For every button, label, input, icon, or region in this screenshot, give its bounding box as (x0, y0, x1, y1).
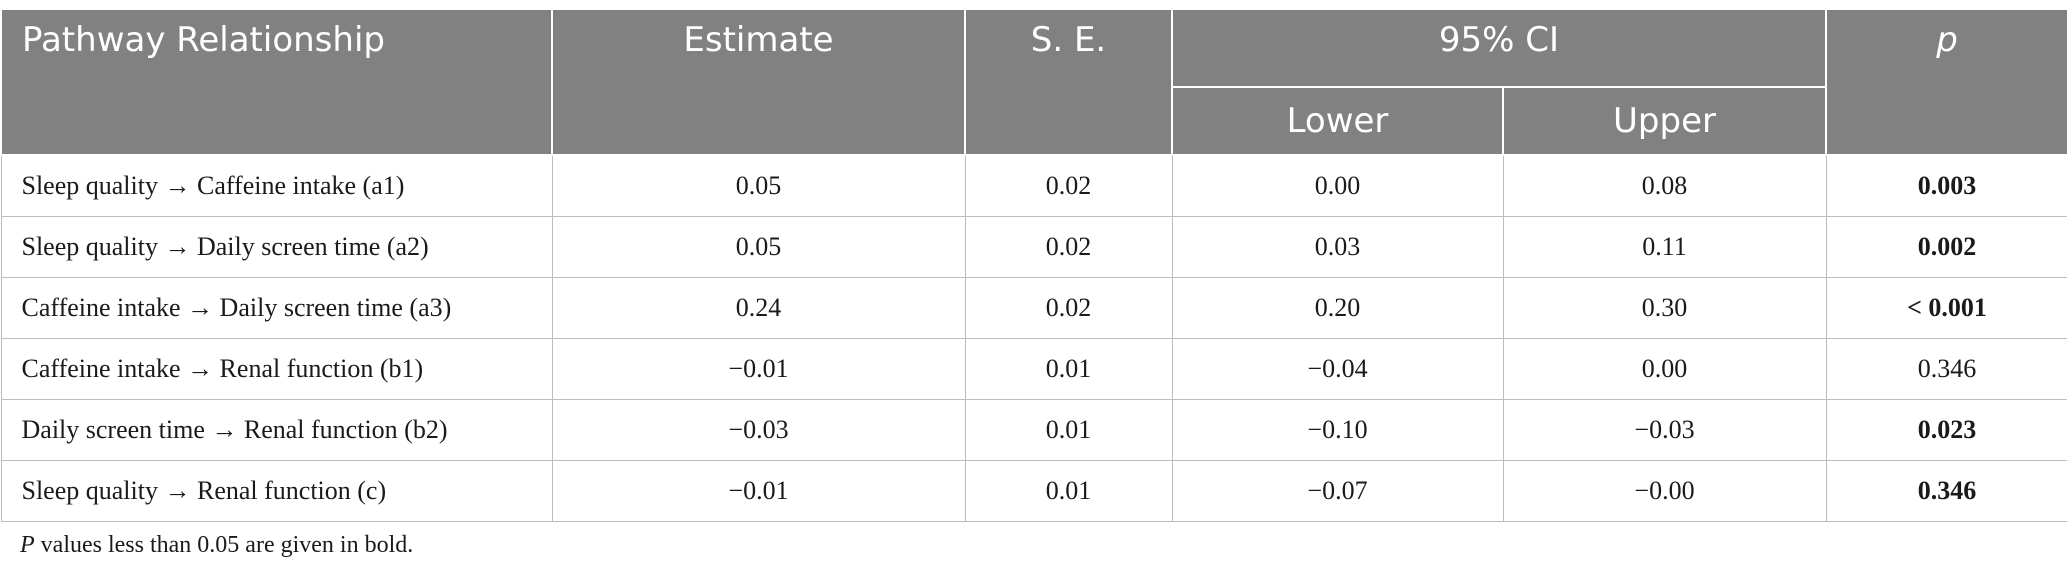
header-row-1: Pathway Relationship Estimate S. E. 95% … (0, 8, 2067, 156)
cell-relationship: Caffeine intake → Renal function (b1) (0, 338, 553, 400)
table-row: Daily screen time → Renal function (b2) −… (0, 399, 2067, 461)
cell-relationship: Sleep quality → Daily screen time (a2) (0, 216, 553, 278)
header-lower: Lower (1171, 86, 1504, 156)
table-row: Sleep quality → Renal function (c) −0.01 0… (0, 460, 2067, 522)
cell-relationship: Caffeine intake → Daily screen time (a3) (0, 277, 553, 339)
cell-se: 0.01 (964, 399, 1173, 461)
cell-estimate: 0.24 (551, 277, 966, 339)
table-header: Pathway Relationship Estimate S. E. 95% … (0, 8, 2067, 156)
cell-estimate: −0.01 (551, 460, 966, 522)
cell-p: 0.346 (1825, 338, 2067, 400)
cell-lower: −0.07 (1171, 460, 1504, 522)
cell-upper: 0.11 (1502, 216, 1827, 278)
cell-estimate: −0.01 (551, 338, 966, 400)
cell-upper: 0.00 (1502, 338, 1827, 400)
cell-estimate: 0.05 (551, 216, 966, 278)
header-upper: Upper (1502, 86, 1827, 156)
header-ci: 95% CI (1171, 8, 1827, 88)
table-row: Sleep quality → Daily screen time (a2) 0.… (0, 216, 2067, 278)
table-row: Caffeine intake → Daily screen time (a3)… (0, 277, 2067, 339)
cell-se: 0.02 (964, 277, 1173, 339)
cell-p: < 0.001 (1825, 277, 2067, 339)
cell-lower: 0.20 (1171, 277, 1504, 339)
table-body: Sleep quality → Caffeine intake (a1) 0.05… (0, 155, 2067, 522)
table-row: Caffeine intake → Renal function (b1) −0.… (0, 338, 2067, 400)
cell-se: 0.01 (964, 338, 1173, 400)
cell-relationship: Sleep quality → Renal function (c) (0, 460, 553, 522)
cell-lower: −0.04 (1171, 338, 1504, 400)
cell-lower: 0.03 (1171, 216, 1504, 278)
cell-relationship: Sleep quality → Caffeine intake (a1) (0, 155, 553, 217)
cell-se: 0.02 (964, 155, 1173, 217)
cell-estimate: 0.05 (551, 155, 966, 217)
header-relationship: Pathway Relationship (0, 8, 553, 156)
cell-p: 0.346 (1825, 460, 2067, 522)
header-se: S. E. (964, 8, 1173, 156)
cell-lower: 0.00 (1171, 155, 1504, 217)
cell-se: 0.02 (964, 216, 1173, 278)
cell-p: 0.003 (1825, 155, 2067, 217)
header-estimate: Estimate (551, 8, 966, 156)
cell-p: 0.023 (1825, 399, 2067, 461)
cell-relationship: Daily screen time → Renal function (b2) (0, 399, 553, 461)
cell-estimate: −0.03 (551, 399, 966, 461)
results-table: Pathway Relationship Estimate S. E. 95% … (0, 8, 2067, 522)
cell-se: 0.01 (964, 460, 1173, 522)
cell-upper: 0.08 (1502, 155, 1827, 217)
cell-p: 0.002 (1825, 216, 2067, 278)
footnote: P values less than 0.05 are given in bol… (20, 532, 413, 559)
cell-upper: 0.30 (1502, 277, 1827, 339)
cell-lower: −0.10 (1171, 399, 1504, 461)
footnote-p-letter: P (20, 532, 35, 558)
header-p: p (1825, 8, 2067, 156)
footnote-text: values less than 0.05 are given in bold. (34, 532, 414, 558)
table-row: Sleep quality → Caffeine intake (a1) 0.05… (0, 155, 2067, 217)
cell-upper: −0.03 (1502, 399, 1827, 461)
header-row-2: Lower Upper (1, 86, 2067, 156)
cell-upper: −0.00 (1502, 460, 1827, 522)
